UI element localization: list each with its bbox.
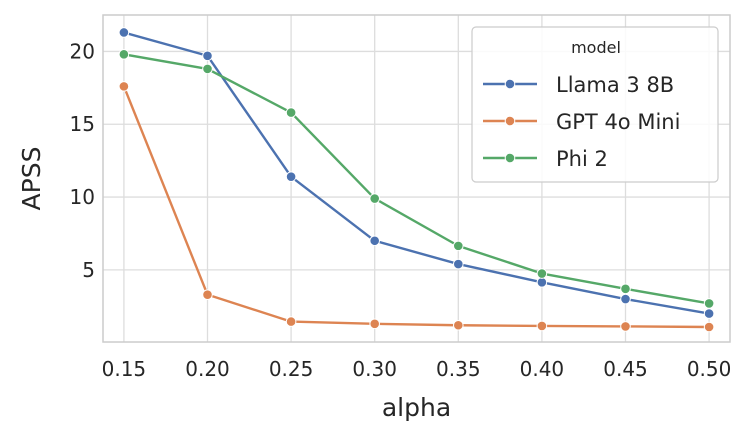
legend-entry: GPT 4o Mini [483,110,680,134]
legend-label: Llama 3 8B [556,73,674,97]
y-axis-tick-labels: 5 10 15 20 [70,39,95,281]
legend-entry: Llama 3 8B [483,73,674,97]
legend: model Llama 3 8B GPT 4o Mini Phi 2 [471,26,719,183]
data-point [453,319,464,331]
data-point [453,240,464,252]
y-tick-label: 15 [70,112,95,136]
legend-box [471,26,719,183]
data-point [453,258,464,270]
data-point [202,289,213,300]
legend-entries: Llama 3 8B GPT 4o Mini Phi 2 [483,73,680,171]
data-point [202,50,213,62]
series-line [122,85,710,329]
data-point [703,321,715,333]
x-tick-label: 0.40 [520,357,565,381]
data-point [703,308,715,319]
data-point [369,318,381,330]
x-tick-label: 0.35 [436,357,481,381]
data-point [536,320,548,332]
data-point [369,235,381,247]
data-point [118,49,130,60]
data-point [703,298,715,309]
data-point [620,321,631,332]
y-tick-label: 20 [70,39,95,63]
series-phi-2 [118,49,715,309]
legend-label: GPT 4o Mini [556,110,680,134]
series-line [123,53,710,305]
legend-marker [504,115,516,127]
data-point [285,316,297,327]
legend-marker [504,152,516,164]
y-tick-label: 10 [70,185,95,209]
legend-label: Phi 2 [556,147,608,171]
data-point [285,171,297,182]
legend-entry: Phi 2 [483,147,608,171]
x-tick-label: 0.25 [269,357,314,381]
series-layer [118,27,715,333]
x-tick-label: 0.50 [687,357,732,381]
data-point [202,63,213,75]
y-tick-label: 5 [82,258,95,282]
data-point [536,276,548,288]
legend-marker [504,78,516,90]
data-point [620,283,631,295]
x-tick-label: 0.45 [603,357,648,381]
data-point [118,81,130,92]
data-point [536,268,548,279]
data-point [118,27,130,38]
x-axis-tick-labels: 0.15 0.20 0.25 0.30 0.35 0.40 0.45 0.50 [102,357,732,381]
x-axis-title: alpha [382,393,451,422]
legend-title: model [571,38,621,57]
data-point [620,293,631,305]
x-tick-label: 0.20 [185,357,230,381]
x-tick-label: 0.15 [102,357,147,381]
plot-area-frame [102,14,731,343]
data-point [369,193,381,204]
series-gpt-4o-mini [118,81,715,333]
y-axis-title: APSS [17,147,46,211]
x-tick-label: 0.30 [352,357,397,381]
data-point [285,107,297,118]
